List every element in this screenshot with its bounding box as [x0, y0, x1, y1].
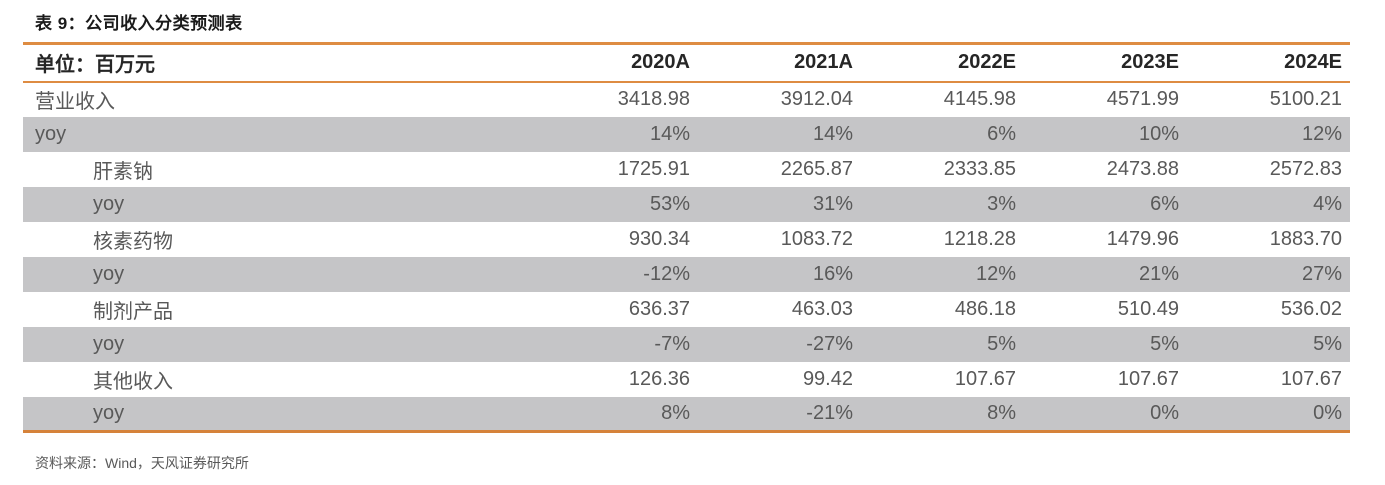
value-cell: 16% — [812, 262, 853, 285]
row-label: yoy — [93, 262, 125, 285]
value-cell: 510.49 — [1117, 297, 1179, 320]
value-cell: 3% — [987, 192, 1016, 215]
value-cell: 1883.70 — [1269, 227, 1342, 250]
value-cell: 4145.98 — [943, 88, 1016, 110]
value-cell: 930.34 — [628, 227, 690, 250]
value-cell: 1083.72 — [780, 227, 853, 250]
value-cell: 14% — [812, 122, 853, 145]
table-title: 表 9：公司收入分类预测表 — [35, 14, 243, 33]
table-row: 核素药物 930.34 1083.72 1218.28 1479.96 1883.70 — [23, 222, 1350, 257]
table-row: 制剂产品 636.37 463.03 486.18 510.49 536.02 — [23, 292, 1350, 327]
value-cell: 27% — [1301, 262, 1342, 285]
row-label: 营业收入 — [35, 91, 115, 113]
value-cell: 5100.21 — [1269, 88, 1342, 110]
unit-label: 单位：百万元 — [35, 54, 155, 77]
value-cell: 8% — [987, 401, 1016, 424]
row-label: 其他收入 — [93, 370, 173, 393]
table-row: yoy -7% -27% 5% 5% 5% — [23, 326, 1350, 362]
value-cell: 486.18 — [954, 297, 1016, 320]
column-header-2023e: 2023E — [1121, 51, 1179, 74]
value-cell: 10% — [1138, 122, 1179, 145]
value-cell: 636.37 — [628, 297, 690, 320]
value-cell: 53% — [649, 192, 690, 215]
row-label: yoy — [35, 122, 67, 145]
row-label: 肝素钠 — [93, 160, 153, 183]
row-label: 核素药物 — [93, 230, 173, 253]
table-row: yoy 14% 14% 6% 10% 12% — [23, 116, 1350, 152]
value-cell: 126.36 — [628, 367, 690, 390]
value-cell: 31% — [812, 192, 853, 215]
value-cell: 3912.04 — [780, 88, 853, 110]
table-row: 营业收入 3418.98 3912.04 4145.98 4571.99 5100.21 — [23, 82, 1350, 117]
value-cell: 12% — [975, 262, 1016, 285]
table-row: yoy 53% 31% 3% 6% 4% — [23, 186, 1350, 222]
value-cell: 4571.99 — [1106, 88, 1179, 110]
value-cell: 5% — [1313, 332, 1342, 355]
value-cell: 4% — [1313, 192, 1342, 215]
value-cell: 12% — [1301, 122, 1342, 145]
column-header-2024e: 2024E — [1284, 51, 1342, 74]
table-row: yoy -12% 16% 12% 21% 27% — [23, 256, 1350, 292]
table-row: 肝素钠 1725.91 2265.87 2333.85 2473.88 2572.83 — [23, 152, 1350, 187]
value-cell: 1218.28 — [943, 227, 1016, 250]
value-cell: 6% — [987, 122, 1016, 145]
value-cell: 0% — [1150, 401, 1179, 424]
value-cell: 2333.85 — [943, 157, 1016, 180]
value-cell: -12% — [643, 262, 690, 285]
source-note: 资料来源：Wind，天风证券研究所 — [35, 455, 249, 471]
value-cell: 107.67 — [1117, 367, 1179, 390]
table-row: yoy 8% -21% 8% 0% 0% — [23, 396, 1350, 432]
value-cell: 2572.83 — [1269, 157, 1342, 180]
value-cell: 3418.98 — [617, 88, 690, 110]
row-label: yoy — [93, 192, 125, 215]
value-cell: 1725.91 — [617, 157, 690, 180]
column-header-2020a: 2020A — [631, 51, 690, 74]
value-cell: -21% — [806, 401, 853, 424]
table-row: 其他收入 126.36 99.42 107.67 107.67 107.67 — [23, 362, 1350, 397]
row-label: yoy — [93, 332, 125, 355]
revenue-forecast-table: 单位：百万元 2020A 2021A 2022E 2023E 2024E 营业收入 341… — [23, 42, 1350, 433]
value-cell: 5% — [1150, 332, 1179, 355]
value-cell: -7% — [654, 332, 690, 355]
value-cell: 6% — [1150, 192, 1179, 215]
value-cell: 2473.88 — [1106, 157, 1179, 180]
value-cell: 5% — [987, 332, 1016, 355]
value-cell: 107.67 — [1280, 367, 1342, 390]
value-cell: 99.42 — [802, 367, 853, 390]
column-header-2022e: 2022E — [958, 51, 1016, 74]
value-cell: 536.02 — [1280, 297, 1342, 320]
row-label: 制剂产品 — [93, 300, 173, 323]
value-cell: 463.03 — [791, 297, 853, 320]
value-cell: 14% — [649, 122, 690, 145]
table-header-row: 单位：百万元 2020A 2021A 2022E 2023E 2024E — [23, 43, 1350, 82]
value-cell: 1479.96 — [1106, 227, 1179, 250]
column-header-2021a: 2021A — [794, 51, 853, 74]
value-cell: 21% — [1138, 262, 1179, 285]
value-cell: -27% — [806, 332, 853, 355]
value-cell: 8% — [661, 401, 690, 424]
value-cell: 0% — [1313, 401, 1342, 424]
row-label: yoy — [93, 401, 125, 424]
value-cell: 107.67 — [954, 367, 1016, 390]
value-cell: 2265.87 — [780, 157, 853, 180]
